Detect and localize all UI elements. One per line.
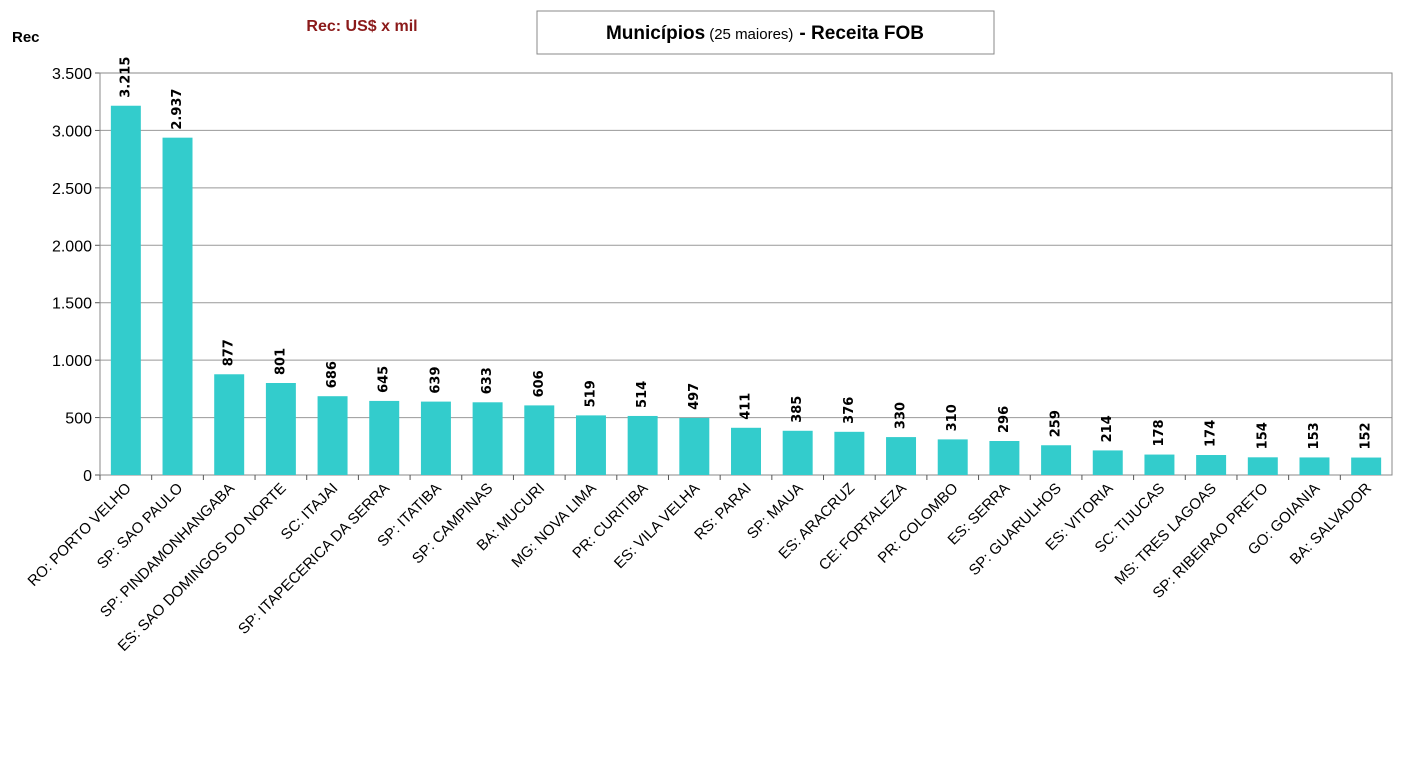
bar	[731, 427, 761, 475]
title-suffix: - Receita FOB	[799, 23, 924, 44]
bar	[420, 401, 451, 475]
bar	[782, 430, 813, 475]
title-main: Municípios	[606, 23, 705, 44]
value-label: 152	[1359, 422, 1374, 449]
bar	[1144, 454, 1175, 475]
y-tick-label: 3.000	[52, 123, 92, 140]
bar	[162, 137, 193, 476]
value-label: 633	[480, 367, 495, 394]
value-label: 2.937	[170, 89, 185, 130]
bar	[214, 374, 245, 475]
value-label: 154	[1255, 422, 1270, 449]
value-label: 519	[583, 380, 598, 407]
x-tick-label: MS: TRES LAGOAS	[1111, 480, 1219, 588]
bar	[369, 400, 400, 475]
y-tick-label: 0	[83, 468, 92, 485]
bar	[265, 382, 296, 475]
value-label: 645	[377, 366, 392, 393]
value-label: 214	[1100, 415, 1115, 442]
bar	[317, 396, 348, 475]
bar	[1196, 455, 1227, 475]
bar	[472, 402, 503, 475]
y-tick-label: 2.000	[52, 238, 92, 255]
y-axis-label: Rec	[12, 29, 40, 46]
value-label: 877	[222, 339, 237, 366]
y-tick-label: 1.500	[52, 296, 92, 313]
subtitle: Rec: US$ x mil	[306, 18, 417, 35]
bar	[1041, 445, 1072, 475]
value-label: 178	[1152, 419, 1167, 446]
value-label: 514	[635, 381, 650, 408]
value-label: 330	[894, 402, 909, 429]
value-label: 686	[325, 361, 340, 388]
value-label: 606	[532, 370, 547, 397]
bar	[989, 441, 1020, 475]
bar	[1351, 457, 1382, 475]
title-note: (25 maiores)	[709, 26, 793, 43]
value-label: 639	[428, 366, 443, 393]
bar	[937, 439, 968, 475]
y-tick-label: 500	[65, 411, 92, 428]
x-tick-label: SP: GUARULHOS	[966, 480, 1065, 579]
bar	[1092, 450, 1123, 475]
y-tick-label: 3.500	[52, 66, 92, 83]
bar	[679, 417, 710, 475]
value-label: 259	[1049, 410, 1064, 437]
value-label: 296	[997, 406, 1012, 433]
bar	[834, 431, 865, 475]
value-label: 153	[1307, 422, 1322, 449]
title-box	[536, 10, 995, 55]
bar	[575, 415, 606, 475]
bar	[110, 105, 141, 475]
bar	[627, 415, 658, 475]
y-tick-label: 2.500	[52, 181, 92, 198]
value-label: 310	[945, 404, 960, 431]
chart-title: Municípios (25 maiores) - Receita FOB	[606, 23, 924, 44]
value-label: 801	[273, 348, 288, 375]
bar	[1299, 457, 1330, 475]
value-label: 411	[739, 393, 754, 420]
bar	[1247, 457, 1278, 475]
value-label: 376	[842, 397, 857, 424]
bar	[524, 405, 555, 475]
value-label: 3.215	[118, 57, 133, 98]
bar	[886, 437, 917, 475]
y-tick-label: 1.000	[52, 353, 92, 370]
value-label: 385	[790, 396, 805, 423]
value-label: 497	[687, 383, 702, 410]
x-tick-label: CE: FORTALEZA	[816, 480, 910, 574]
value-label: 174	[1204, 420, 1219, 447]
